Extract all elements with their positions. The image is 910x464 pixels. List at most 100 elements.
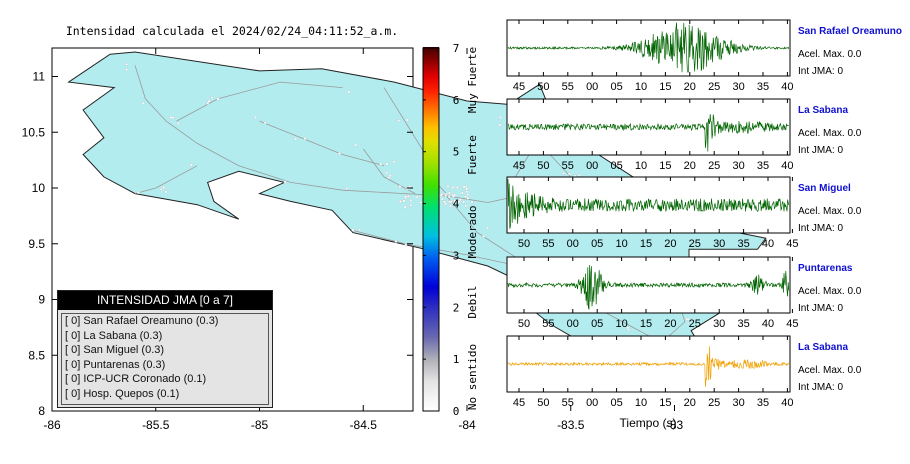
colorbar-cell bbox=[423, 199, 439, 202]
time-tick-label: 30 bbox=[732, 81, 744, 93]
y-tick-label: 10.5 bbox=[22, 125, 46, 139]
colorbar-cell bbox=[423, 153, 439, 156]
colorbar-cell bbox=[423, 219, 439, 222]
colorbar-cell bbox=[423, 255, 439, 258]
colorbar-cell bbox=[423, 317, 439, 320]
station-marker bbox=[354, 143, 357, 147]
time-tick-label: 50 bbox=[537, 81, 549, 93]
station-marker bbox=[164, 190, 168, 194]
time-tick-label: 40 bbox=[762, 238, 774, 250]
colorbar-cell bbox=[423, 125, 439, 128]
x-tick-label: -86 bbox=[43, 418, 61, 432]
station-marker bbox=[470, 200, 474, 204]
colorbar-cell bbox=[423, 185, 439, 188]
colorbar-cell bbox=[423, 55, 439, 58]
x-tick-label: -83 bbox=[666, 418, 684, 432]
colorbar-cell bbox=[423, 323, 439, 326]
time-tick-label: 10 bbox=[615, 318, 627, 330]
colorbar-cell bbox=[423, 121, 439, 124]
colorbar-cell bbox=[423, 345, 439, 348]
time-tick-label: 30 bbox=[732, 397, 744, 409]
colorbar-category-label: Muy Fuerte bbox=[466, 47, 479, 113]
colorbar-cell bbox=[423, 261, 439, 264]
time-tick-label: 45 bbox=[786, 238, 798, 250]
time-tick-label: 35 bbox=[757, 397, 769, 409]
colorbar-cell bbox=[423, 287, 439, 290]
time-tick-label: 15 bbox=[659, 160, 671, 172]
waveform-panel: 45 50 55 00 05 10 15 20 25 30 35 40 La Sabana Acel. M… bbox=[506, 98, 862, 172]
station-marker bbox=[464, 204, 467, 208]
colorbar-cell bbox=[423, 181, 439, 184]
time-tick-label: 35 bbox=[737, 238, 749, 250]
colorbar-cell bbox=[423, 105, 439, 108]
colorbar-cell bbox=[423, 211, 439, 214]
station-marker bbox=[404, 243, 408, 247]
time-tick-label: 20 bbox=[684, 397, 696, 409]
jma-intensity: Int JMA: 0 bbox=[798, 223, 843, 234]
colorbar-cell bbox=[423, 141, 439, 144]
jma-intensity: Int JMA: 0 bbox=[798, 66, 843, 77]
station-marker bbox=[457, 200, 461, 203]
colorbar-cell bbox=[423, 59, 439, 62]
colorbar-cell bbox=[423, 147, 439, 150]
time-tick-label: 10 bbox=[635, 397, 647, 409]
station-marker bbox=[562, 171, 565, 175]
station-marker bbox=[406, 118, 409, 122]
colorbar-tick-label: 4 bbox=[453, 198, 460, 211]
colorbar-tick-label: 7 bbox=[453, 42, 460, 55]
time-tick-label: 10 bbox=[615, 238, 627, 250]
legend-item: [ 0] Hosp. Quepos (0.1) bbox=[65, 387, 180, 400]
colorbar-cell bbox=[423, 95, 439, 98]
colorbar-cell bbox=[423, 293, 439, 296]
colorbar-cell bbox=[423, 151, 439, 154]
map-axes: -86 -85.5 -85 -84.5 -84 -83.5 -831110.5109.598… bbox=[22, 48, 684, 432]
colorbar-category-label: No sentido bbox=[466, 344, 479, 410]
colorbar-cell bbox=[423, 113, 439, 116]
colorbar-cell bbox=[423, 109, 439, 112]
colorbar-cell bbox=[423, 243, 439, 246]
station-marker bbox=[303, 137, 307, 140]
y-tick-label: 11 bbox=[33, 70, 46, 84]
colorbar-cell bbox=[423, 83, 439, 86]
station-marker bbox=[459, 198, 462, 201]
time-tick-label: 30 bbox=[713, 318, 725, 330]
time-tick-label: 05 bbox=[610, 397, 622, 409]
time-tick-label: 25 bbox=[708, 81, 720, 93]
station-marker bbox=[387, 176, 391, 179]
station-marker bbox=[169, 116, 173, 119]
waveform-panel: 50 55 00 05 10 15 20 25 30 35 40 45 Puntarenas Acel. … bbox=[506, 256, 862, 330]
colorbar-cell bbox=[423, 159, 439, 162]
colorbar-cell bbox=[423, 167, 439, 170]
colorbar-cell bbox=[423, 297, 439, 300]
colorbar-cell bbox=[423, 107, 439, 110]
colorbar-cell bbox=[423, 371, 439, 374]
colorbar-cell bbox=[423, 359, 439, 362]
station-marker bbox=[216, 97, 220, 101]
colorbar-cell bbox=[423, 177, 439, 180]
time-tick-label: 20 bbox=[684, 81, 696, 93]
x-tick-label: -84 bbox=[458, 418, 476, 432]
station-marker bbox=[407, 194, 410, 198]
time-tick-label: 55 bbox=[542, 318, 554, 330]
time-tick-label: 35 bbox=[757, 160, 769, 172]
legend-list: [ 0] San Rafael Oreamuno (0.3) [ 0] La S… bbox=[61, 313, 269, 405]
station-name: La Sabana bbox=[798, 342, 848, 353]
colorbar-cell bbox=[423, 235, 439, 238]
station-marker bbox=[466, 196, 470, 200]
colorbar-cell bbox=[423, 263, 439, 266]
colorbar-cell bbox=[423, 309, 439, 312]
colorbar-cell bbox=[423, 143, 439, 146]
colorbar-cell bbox=[423, 279, 439, 282]
colorbar-cell bbox=[423, 173, 439, 176]
colorbar-cell bbox=[423, 271, 439, 274]
colorbar-cell bbox=[423, 285, 439, 288]
colorbar-cell bbox=[423, 267, 439, 270]
station-name: Puntarenas bbox=[798, 263, 853, 274]
colorbar-cell bbox=[423, 93, 439, 96]
colorbar-cell bbox=[423, 395, 439, 398]
station-marker bbox=[456, 186, 459, 189]
colorbar-cell bbox=[423, 369, 439, 372]
colorbar-cell bbox=[423, 135, 439, 138]
jma-intensity: Int JMA: 0 bbox=[798, 145, 843, 156]
time-tick-label: 30 bbox=[732, 160, 744, 172]
